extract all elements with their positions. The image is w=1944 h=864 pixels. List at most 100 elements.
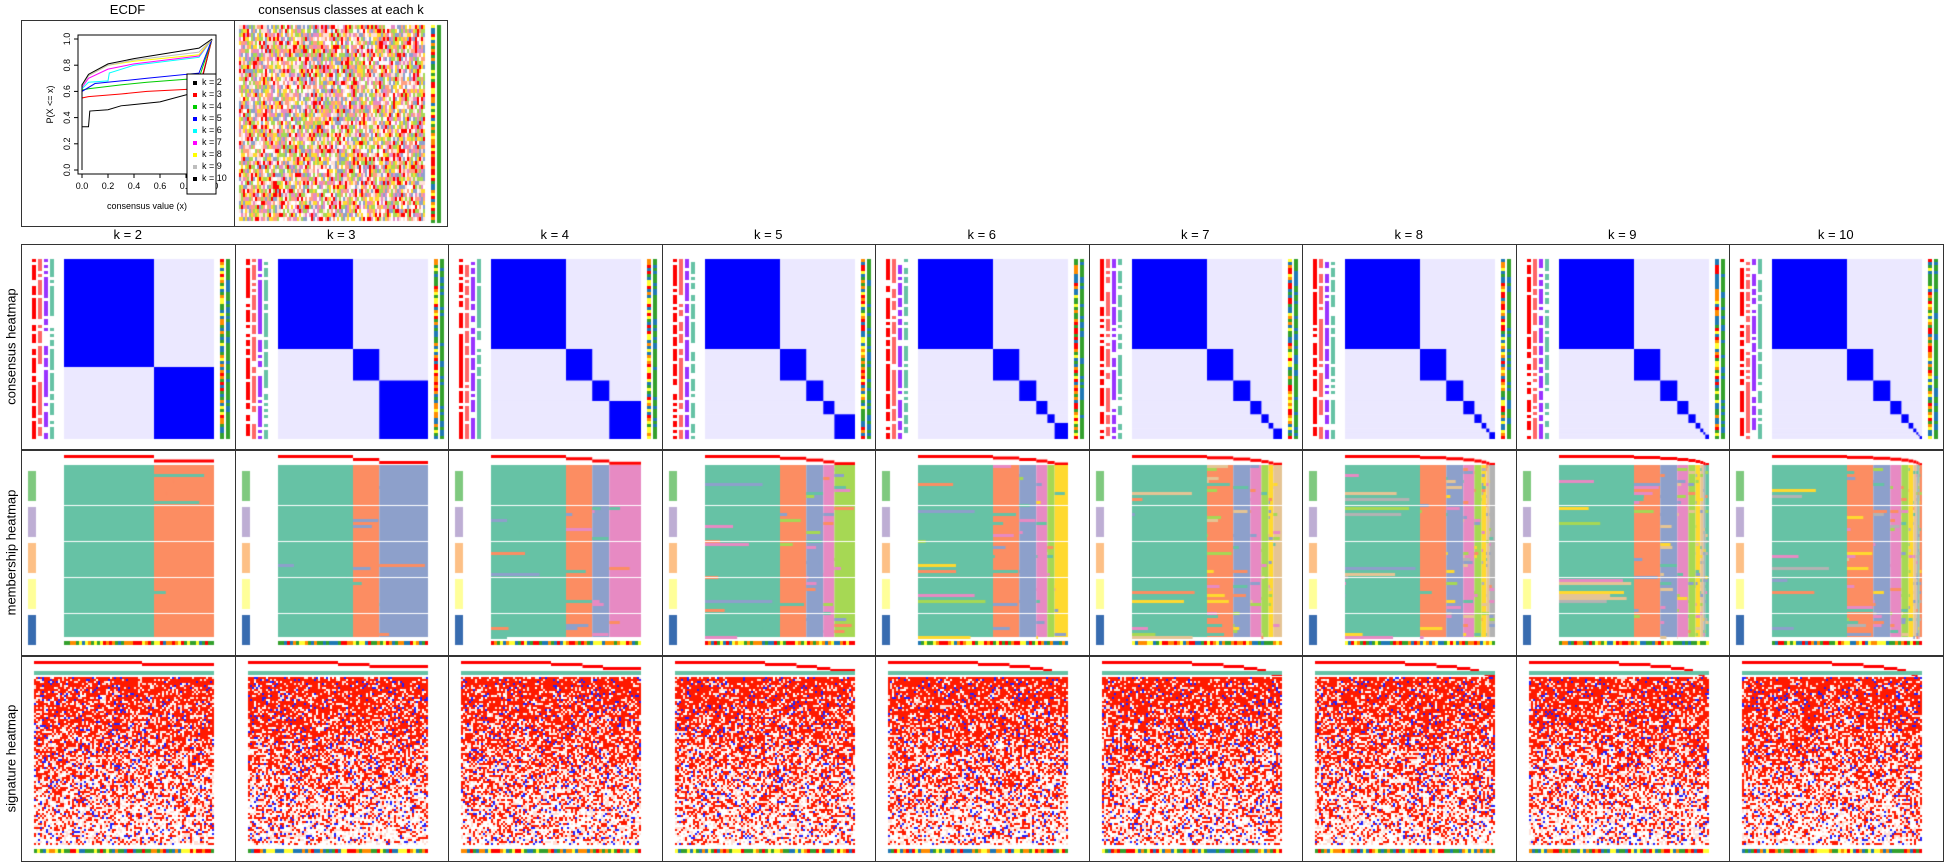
membership-panel bbox=[21, 450, 236, 656]
x-tick-label: 0.4 bbox=[128, 181, 141, 191]
membership-panel bbox=[1729, 450, 1944, 656]
y-tick-label: 1.0 bbox=[62, 33, 72, 46]
row-label: membership heatmap bbox=[3, 489, 19, 615]
k-title: k = 8 bbox=[1394, 227, 1424, 242]
membership-panel bbox=[1302, 450, 1517, 656]
consensus-heatmap bbox=[1303, 245, 1514, 448]
x-tick-label: 0.2 bbox=[102, 181, 115, 191]
k-title: k = 6 bbox=[967, 227, 997, 242]
ecdf-line bbox=[81, 38, 213, 170]
legend-swatch bbox=[193, 153, 197, 157]
signature-panel bbox=[1729, 656, 1944, 862]
x-tick-label: 0.0 bbox=[76, 181, 89, 191]
signature-heatmap bbox=[235, 657, 447, 860]
legend-swatch bbox=[193, 93, 197, 97]
legend-label: k = 8 bbox=[202, 149, 222, 159]
x-tick-label: 0.6 bbox=[154, 181, 167, 191]
membership-panel bbox=[234, 450, 449, 656]
consensus-panel bbox=[1515, 244, 1730, 450]
y-tick-label: 0.6 bbox=[62, 85, 72, 98]
consensus-classes-panel bbox=[234, 20, 448, 227]
membership-panel bbox=[661, 450, 876, 656]
consensus-classes-heatmap bbox=[235, 21, 447, 226]
k-title: k = 5 bbox=[753, 227, 783, 242]
ecdf-line bbox=[81, 38, 213, 170]
membership-heatmap bbox=[876, 451, 1087, 654]
ecdf-chart: 0.00.20.40.60.81.00.00.20.40.60.81.0cons… bbox=[45, 33, 227, 211]
consensus-heatmap bbox=[662, 245, 874, 448]
legend-label: k = 9 bbox=[202, 161, 222, 171]
legend-swatch bbox=[193, 117, 197, 121]
legend-swatch bbox=[193, 177, 197, 181]
membership-heatmap bbox=[1089, 451, 1301, 654]
signature-heatmap bbox=[1089, 657, 1301, 860]
legend-box bbox=[186, 73, 217, 195]
y-tick-label: 0.0 bbox=[62, 164, 72, 177]
signature-panel bbox=[1302, 656, 1517, 862]
consensus-heatmap bbox=[1516, 245, 1728, 448]
membership-heatmap bbox=[22, 451, 233, 654]
membership-heatmap bbox=[1730, 451, 1941, 654]
consensus-panel bbox=[1729, 244, 1944, 450]
consensus-heatmap bbox=[1730, 245, 1941, 448]
signature-heatmap bbox=[1303, 657, 1514, 860]
consensus-classes-title: consensus classes at each k bbox=[258, 2, 424, 17]
consensus-panel bbox=[1088, 244, 1303, 450]
consensus-panel bbox=[661, 244, 876, 450]
signature-heatmap bbox=[662, 657, 874, 860]
membership-heatmap bbox=[1516, 451, 1728, 654]
membership-panel bbox=[1088, 450, 1303, 656]
legend-label: k = 7 bbox=[202, 137, 222, 147]
y-tick-label: 0.2 bbox=[62, 138, 72, 151]
consensus-panel bbox=[875, 244, 1090, 450]
signature-heatmap bbox=[876, 657, 1087, 860]
legend-swatch bbox=[193, 81, 197, 85]
row-label: consensus heatmap bbox=[3, 287, 19, 405]
membership-panel bbox=[875, 450, 1090, 656]
consensus-heatmap bbox=[449, 245, 660, 448]
x-tick-label: 0.8 bbox=[180, 181, 193, 191]
k-title: k = 7 bbox=[1180, 227, 1210, 242]
membership-panel bbox=[1515, 450, 1730, 656]
membership-panel bbox=[448, 450, 663, 656]
consensus-panel bbox=[234, 244, 449, 450]
y-axis-label: P(X <= x) bbox=[45, 85, 55, 123]
y-tick-label: 0.8 bbox=[62, 59, 72, 72]
signature-panel bbox=[234, 656, 449, 862]
consensus-panel bbox=[1302, 244, 1517, 450]
consensus-heatmap bbox=[235, 245, 447, 448]
legend-swatch bbox=[193, 129, 197, 133]
ecdf-panel: 0.00.20.40.60.81.00.00.20.40.60.81.0cons… bbox=[21, 20, 235, 227]
membership-heatmap bbox=[449, 451, 660, 654]
k-title: k = 2 bbox=[113, 227, 143, 242]
signature-panel bbox=[661, 656, 876, 862]
legend-label: k = 4 bbox=[202, 101, 222, 111]
signature-heatmap bbox=[1730, 657, 1941, 860]
membership-heatmap bbox=[235, 451, 447, 654]
consensus-panel bbox=[448, 244, 663, 450]
legend-swatch bbox=[193, 165, 197, 169]
membership-heatmap bbox=[662, 451, 874, 654]
signature-heatmap bbox=[449, 657, 660, 860]
consensus-heatmap bbox=[1089, 245, 1301, 448]
signature-heatmap bbox=[22, 657, 233, 860]
k-title: k = 10 bbox=[1817, 227, 1854, 242]
legend-label: k = 10 bbox=[202, 173, 227, 183]
signature-heatmap bbox=[1516, 657, 1728, 860]
consensus-heatmap bbox=[876, 245, 1087, 448]
consensus-heatmap bbox=[22, 245, 233, 448]
x-axis-label: consensus value (x) bbox=[107, 201, 187, 211]
legend-label: k = 3 bbox=[202, 89, 222, 99]
signature-panel bbox=[21, 656, 236, 862]
signature-panel bbox=[1515, 656, 1730, 862]
signature-panel bbox=[875, 656, 1090, 862]
ecdf-line bbox=[81, 38, 213, 170]
legend-label: k = 6 bbox=[202, 125, 222, 135]
k-title: k = 9 bbox=[1607, 227, 1637, 242]
y-tick-label: 0.4 bbox=[62, 111, 72, 124]
k-title: k = 4 bbox=[540, 227, 570, 242]
legend-swatch bbox=[193, 141, 197, 145]
signature-panel bbox=[1088, 656, 1303, 862]
ecdf-title: ECDF bbox=[109, 2, 146, 17]
membership-heatmap bbox=[1303, 451, 1514, 654]
